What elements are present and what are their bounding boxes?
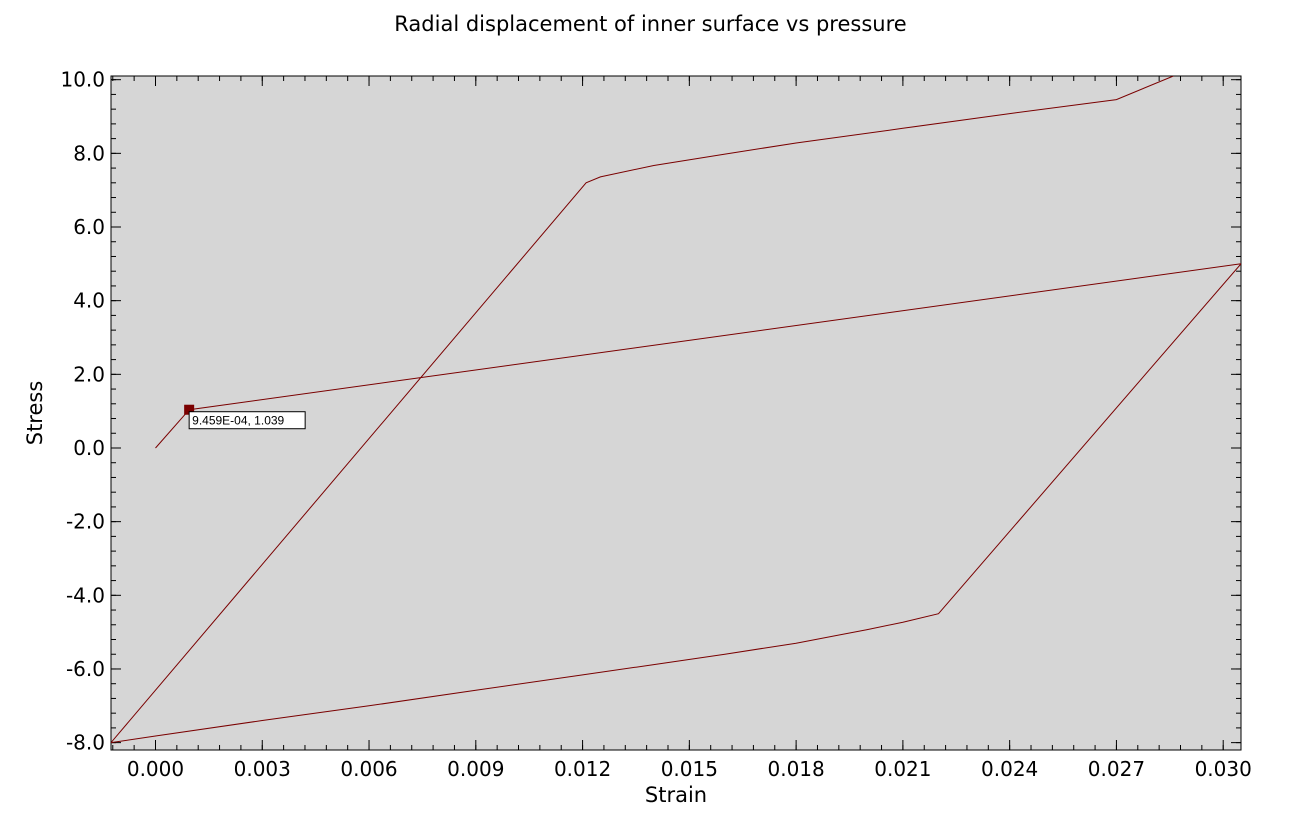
axis-ticks (111, 76, 1241, 750)
x-tick-label: 0.021 (874, 757, 931, 781)
x-tick-label: 0.030 (1195, 757, 1252, 781)
y-tick-label: 10.0 (60, 68, 105, 92)
series-line (111, 76, 1241, 744)
chart-title: Radial displacement of inner surface vs … (394, 12, 907, 36)
x-tick-label: 0.003 (234, 757, 291, 781)
x-tick-label: 0.009 (447, 757, 504, 781)
probe-label: 9.459E-04, 1.039 (192, 414, 284, 428)
y-axis-title: Stress (23, 381, 47, 446)
x-tick-label: 0.027 (1088, 757, 1145, 781)
probe-marker[interactable] (184, 404, 195, 415)
y-tick-label: -6.0 (66, 657, 105, 681)
y-tick-label: 6.0 (73, 215, 105, 239)
y-tick-label: 4.0 (73, 289, 105, 313)
y-tick-label: 0.0 (73, 436, 105, 460)
probe-layer[interactable]: 9.459E-04, 1.039 (184, 404, 306, 430)
x-tick-label: 0.015 (661, 757, 718, 781)
series-layer (111, 76, 1241, 744)
y-tick-label: -4.0 (66, 583, 105, 607)
x-tick-label: 0.006 (340, 757, 397, 781)
y-tick-label: -8.0 (66, 731, 105, 755)
x-tick-label: 0.018 (767, 757, 824, 781)
y-tick-label: 2.0 (73, 362, 105, 386)
x-tick-label: 0.024 (981, 757, 1038, 781)
y-tick-label: -2.0 (66, 510, 105, 534)
x-axis-title: Strain (645, 783, 707, 807)
tick-labels: 0.000 0.003 0.006 0.009 0.012 0.015 0.018 0.021… (60, 68, 1251, 781)
x-tick-label: 0.000 (127, 757, 184, 781)
y-tick-label: 8.0 (73, 141, 105, 165)
x-tick-label: 0.012 (554, 757, 611, 781)
probe-label-box (188, 411, 306, 430)
